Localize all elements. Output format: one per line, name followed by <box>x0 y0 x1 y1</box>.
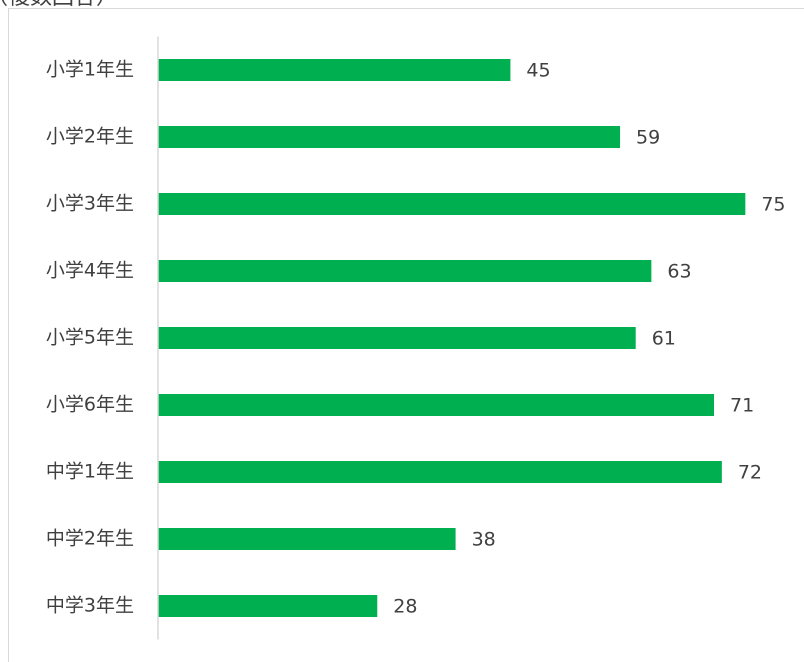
bar <box>158 461 722 483</box>
y-tick-label: 小学3年生 <box>46 193 134 215</box>
y-tick-label: 中学3年生 <box>46 595 134 617</box>
y-tick-label: 中学1年生 <box>46 461 134 483</box>
value-label: 72 <box>738 462 762 484</box>
bar <box>158 193 746 215</box>
y-tick-label: 小学5年生 <box>46 327 134 349</box>
value-label: 61 <box>652 328 676 350</box>
bar <box>158 126 621 148</box>
bar <box>158 59 511 81</box>
bar <box>158 260 652 282</box>
value-label: 45 <box>526 60 550 82</box>
y-tick-label: 小学1年生 <box>46 59 134 81</box>
chart-border <box>8 8 804 662</box>
value-label: 63 <box>667 261 691 283</box>
value-label: 28 <box>393 596 417 618</box>
y-tick-label: 小学2年生 <box>46 126 134 148</box>
y-tick-label: 小学4年生 <box>46 260 134 282</box>
bar <box>158 327 636 349</box>
bar <box>158 528 456 550</box>
value-label: 59 <box>636 127 660 149</box>
bar <box>158 394 715 416</box>
y-tick-label: 中学2年生 <box>46 528 134 550</box>
bar <box>158 595 378 617</box>
chart-subtitle: （複数回答） <box>0 0 118 10</box>
value-label: 38 <box>472 529 496 551</box>
y-tick-label: 小学6年生 <box>46 394 134 416</box>
value-label: 71 <box>730 395 754 417</box>
value-label: 75 <box>761 194 785 216</box>
